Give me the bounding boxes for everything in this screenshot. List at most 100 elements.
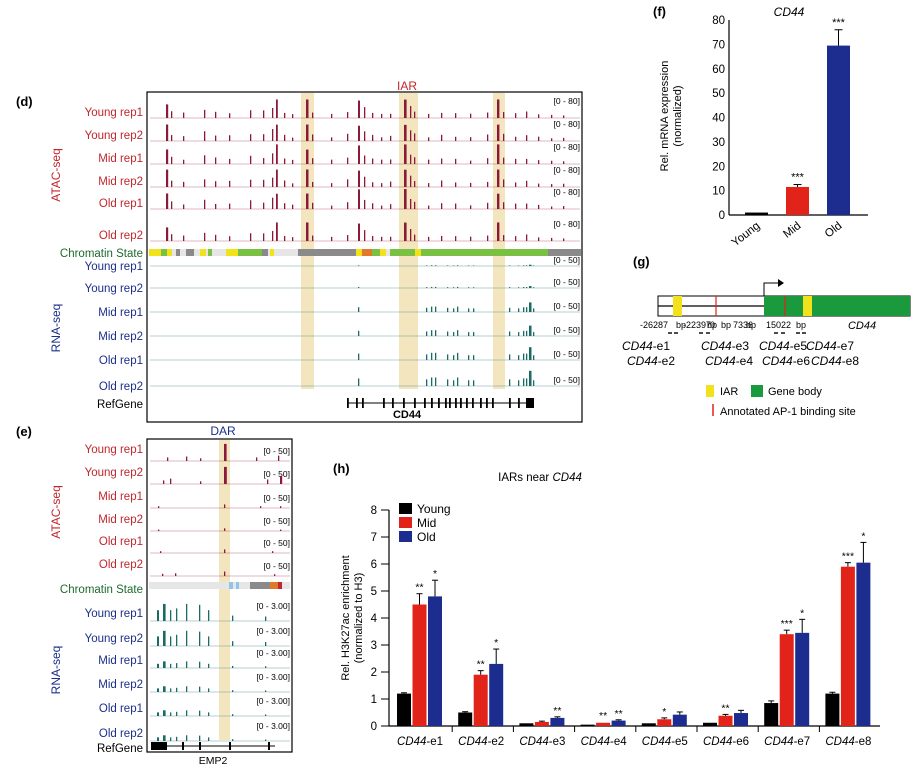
panel-h-bar-cd44-e5-mid xyxy=(657,719,672,726)
panel-g-position-label: bp xyxy=(721,320,731,330)
exon xyxy=(151,742,167,750)
panel-d-rna-track-peak xyxy=(468,287,470,288)
panel-h-bar-cd44-e2-mid xyxy=(473,674,488,726)
panel-d-atac-track-peak xyxy=(497,124,500,141)
panel-d-rna-track-peak xyxy=(473,355,475,360)
panel-e-atac-track-peak xyxy=(274,574,276,576)
panel-e-rna-track-peak xyxy=(170,712,172,716)
chromatin-state-segment xyxy=(200,249,206,256)
panel-e-atac-range: [0 - 50] xyxy=(264,561,290,571)
panel-d-atac-range: [0 - 80] xyxy=(554,96,580,106)
panel-d-atac-track-peak xyxy=(171,135,173,141)
panel-e-atac-track-peak xyxy=(278,455,280,461)
panel-h-significance: * xyxy=(662,706,666,718)
panel-h-legend-swatch-mid xyxy=(399,517,412,528)
exon xyxy=(460,398,462,408)
panel-h-bar-cd44-e6-mid xyxy=(718,715,733,726)
panel-d-atac-track-peak xyxy=(364,155,366,164)
panel-f-y-tick-label: 10 xyxy=(712,186,725,198)
panel-d-atac-track-label: Mid rep1 xyxy=(98,153,143,165)
panel-e-rna-range: [0 - 3.00] xyxy=(256,601,290,611)
panel-e-rna-track-peak xyxy=(163,686,166,692)
exon xyxy=(431,398,433,408)
panel-d-rna-track-peak xyxy=(457,306,459,312)
panel-h-y-tick-label: 6 xyxy=(371,559,377,571)
panel-e-atac-track-peak xyxy=(280,475,283,484)
panel-d-rna-track-peak xyxy=(509,331,511,336)
panel-d-atac-track-peak xyxy=(312,134,314,141)
panel-d-atac-track-peak xyxy=(563,137,565,141)
exon xyxy=(466,398,468,408)
primer-label: CD44-e8 xyxy=(811,354,859,368)
panel-d-rna-track-peak xyxy=(447,287,449,288)
panel-d-atac-track-peak xyxy=(272,153,274,164)
panel-d-atac-track-peak xyxy=(166,169,169,187)
panel-e-rna-track-peak xyxy=(208,688,210,692)
panel-d-atac-track-peak xyxy=(292,114,294,118)
panel-d-rna-track-peak xyxy=(526,353,528,360)
panel-e-rna-track-peak xyxy=(199,735,201,741)
panel-e-atac-range: [0 - 50] xyxy=(264,516,290,526)
panel-d-atac-track-peak xyxy=(276,169,278,187)
panel-e-atac-track-peak xyxy=(280,529,282,531)
panel-d-atac-track-peak xyxy=(487,181,489,187)
panel-d-atac-track-peak xyxy=(229,135,231,141)
panel-d-rna-track-peak xyxy=(533,287,535,288)
panel-d-atac-track-peak xyxy=(263,233,265,241)
panel-d-atac-track-peak xyxy=(284,134,286,141)
panel-d-atac-track-peak xyxy=(364,176,366,187)
panel-h-x-tick-label: CD44-e1 xyxy=(397,736,443,748)
panel-d-rna-track-peak xyxy=(533,355,535,360)
exon xyxy=(392,398,394,408)
panel-e-atac-range: [0 - 50] xyxy=(264,446,290,456)
panel-d-atac-track-peak xyxy=(381,236,383,241)
panel-e-rna-track-label: Old rep1 xyxy=(99,703,143,715)
panel-h-significance: * xyxy=(494,637,498,649)
panel-d-atac-track-peak xyxy=(292,237,294,241)
panel-f-bar-chart: (f) CD44 Rel. mRNA expression(normalized… xyxy=(653,4,868,249)
legend-gene-body-label: Gene body xyxy=(768,386,822,398)
chromatin-state-segment xyxy=(278,582,282,589)
primer-label: CD44-e6 xyxy=(762,354,810,368)
panel-f-significance: *** xyxy=(791,172,805,184)
panel-e-rna-track-peak xyxy=(208,712,210,716)
panel-h-bar-cd44-e7-old xyxy=(795,632,810,726)
panel-d-rna-track-peak xyxy=(523,307,525,312)
chromatin-state-segment xyxy=(226,249,238,256)
primer-label: CD44-e5 xyxy=(759,339,807,353)
panel-d-atac-track-peak xyxy=(390,181,392,187)
panel-e-gene-model xyxy=(151,742,275,750)
iar-block-2 xyxy=(803,296,812,316)
panel-d-atac-track-peak xyxy=(410,175,412,187)
panel-d-rna-track-peak xyxy=(533,380,535,386)
panel-h-y-tick-label: 8 xyxy=(371,505,377,517)
panel-d-atac-track-peak xyxy=(276,99,278,118)
panel-d-rna-track-peak xyxy=(529,264,532,266)
panel-d-atac-track-peak xyxy=(347,202,349,209)
iar-block-1 xyxy=(673,296,682,316)
panel-d-atac-track-peak xyxy=(292,183,294,187)
panel-f-y-tick-label: 30 xyxy=(712,137,725,149)
panel-d-atac-track-peak xyxy=(312,202,314,209)
tss-arrowhead-icon xyxy=(778,279,784,287)
panel-d-rna-track-peak xyxy=(473,287,475,288)
panel-e-rna-track-label: Mid rep1 xyxy=(98,655,143,667)
panel-e-rna-track-peak xyxy=(186,661,188,668)
panel-e-rna-track-peak xyxy=(170,636,172,646)
panel-d-rna-track-peak xyxy=(509,265,511,266)
panel-e-rna-track-peak xyxy=(199,604,201,621)
panel-e-rna-track-peak xyxy=(232,615,234,621)
panel-d-atac-track-peak xyxy=(515,136,517,141)
panel-e-rna-track-peak xyxy=(170,737,172,741)
panel-h-legend-label-old: Old xyxy=(417,530,436,544)
panel-d-atac-track-peak xyxy=(428,137,430,141)
panel-h-y-tick-label: 1 xyxy=(371,694,377,706)
panel-d-atac-track-peak xyxy=(250,179,252,187)
panel-e-chromatin-state-track xyxy=(149,582,290,589)
panel-d-rna-track-peak xyxy=(426,265,428,266)
panel-g-position-label: -26287 xyxy=(640,320,668,330)
panel-f-x-tick-label: Old xyxy=(823,220,844,240)
panel-d-rna-track-peak xyxy=(453,265,455,266)
exon xyxy=(445,398,447,408)
legend-iar-label: IAR xyxy=(720,386,738,398)
